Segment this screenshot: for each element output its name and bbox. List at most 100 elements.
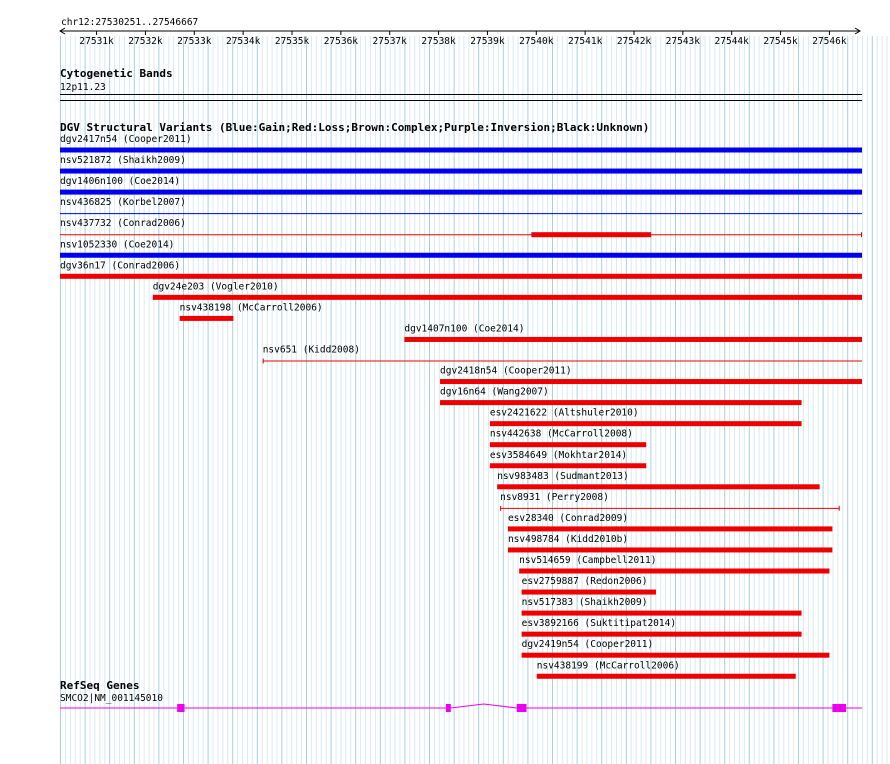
variant-label: nsv498784 (Kidd2010b) xyxy=(508,534,628,545)
refseq-gene-label: SMCO2|NM_001145010 xyxy=(60,693,163,704)
dgv-variant[interactable]: nsv1052330 (Coe2014) xyxy=(60,239,862,258)
gene-exon xyxy=(177,704,185,712)
variant-label: dgv16n64 (Wang2007) xyxy=(440,387,549,398)
dgv-track-title: DGV Structural Variants (Blue:Gain;Red:L… xyxy=(60,121,649,134)
ruler-tick-label: 27536k xyxy=(324,36,359,47)
gene-exon xyxy=(445,704,451,712)
variant-label: nsv514659 (Campbell2011) xyxy=(519,555,656,566)
variant-bar xyxy=(440,379,862,385)
ruler-tick-label: 27544k xyxy=(715,36,750,47)
dgv-variant[interactable]: nsv651 (Kidd2008) xyxy=(262,345,862,364)
ruler-tick-label: 27532k xyxy=(128,36,163,47)
dgv-variant[interactable]: esv3892166 (Suktitipat2014) xyxy=(521,618,802,637)
variant-bar xyxy=(519,568,830,574)
dgv-variant[interactable]: nsv8931 (Perry2008) xyxy=(500,492,840,511)
variant-inner-bar xyxy=(531,232,652,238)
dgv-variant[interactable]: dgv2418n54 (Cooper2011) xyxy=(440,366,862,385)
variant-label: esv2421622 (Altshuler2010) xyxy=(490,408,639,419)
variant-label: nsv1052330 (Coe2014) xyxy=(60,239,174,250)
gene-exon xyxy=(832,704,847,712)
variant-bar xyxy=(179,315,234,321)
variant-label: esv3892166 (Suktitipat2014) xyxy=(522,618,676,629)
ruler-tick-label: 27539k xyxy=(470,36,505,47)
dgv-variant[interactable]: nsv521872 (Shaikh2009) xyxy=(60,155,862,174)
dgv-variant[interactable]: esv3584649 (Mokhtar2014) xyxy=(489,450,647,469)
variant-bar xyxy=(497,484,820,490)
variant-bar xyxy=(536,673,796,679)
refseq-track: RefSeq Genes SMCO2|NM_001145010 xyxy=(60,679,862,712)
variant-label: dgv36n17 (Conrad2006) xyxy=(60,260,180,271)
dgv-variant[interactable]: dgv2417n54 (Cooper2011) xyxy=(60,134,862,153)
variant-bar xyxy=(60,168,862,174)
variant-label: dgv1406n100 (Coe2014) xyxy=(60,176,180,187)
dgv-variant[interactable]: nsv442638 (McCarroll2008) xyxy=(489,429,647,448)
gene-model-smco2[interactable] xyxy=(60,703,862,712)
dgv-variant[interactable]: nsv983483 (Sudmant2013) xyxy=(497,471,820,490)
ruler-tick-label: 27546k xyxy=(812,36,847,47)
variant-bar xyxy=(489,442,647,448)
variant-label: nsv436825 (Korbel2007) xyxy=(60,197,186,208)
variant-bar xyxy=(507,526,833,532)
ruler-left-arrow xyxy=(59,27,66,35)
ruler-tick-label: 27542k xyxy=(617,36,652,47)
variant-label: dgv2419n54 (Cooper2011) xyxy=(522,639,654,650)
variant-bar xyxy=(60,189,862,195)
dgv-variant[interactable]: dgv16n64 (Wang2007) xyxy=(440,387,802,406)
dgv-variant[interactable]: nsv514659 (Campbell2011) xyxy=(519,555,830,574)
dgv-variant[interactable]: dgv1407n100 (Coe2014) xyxy=(404,323,862,342)
dgv-feature-list: dgv2417n54 (Cooper2011) nsv521872 (Shaikh… xyxy=(60,134,863,679)
ruler-tick-label: 27531k xyxy=(79,36,114,47)
variant-label: nsv8931 (Perry2008) xyxy=(500,492,609,503)
dgv-variant[interactable]: esv2759887 (Redon2006) xyxy=(521,576,656,595)
dgv-variant[interactable]: dgv24e203 (Vogler2010) xyxy=(152,281,863,300)
ruler-tick-label: 27545k xyxy=(763,36,798,47)
dgv-variant[interactable]: nsv517383 (Shaikh2009) xyxy=(521,597,802,616)
variant-bar xyxy=(440,400,802,406)
variant-bar xyxy=(152,294,863,300)
variant-label: nsv442638 (McCarroll2008) xyxy=(490,429,633,440)
dgv-variant[interactable]: nsv438198 (McCarroll2006) xyxy=(179,302,323,321)
dgv-variant[interactable]: esv2421622 (Altshuler2010) xyxy=(489,408,802,427)
dgv-variant[interactable]: nsv438199 (McCarroll2006) xyxy=(536,660,796,679)
dgv-variant[interactable]: nsv498784 (Kidd2010b) xyxy=(507,534,833,553)
ruler-ticks: 27531k 27532k 27533k 27534k 27535k 27536k 2753… xyxy=(79,31,847,47)
cytoband-track: Cytogenetic Bands 12p11.23 xyxy=(60,67,862,101)
refseq-title: RefSeq Genes xyxy=(60,679,139,692)
variant-label: nsv983483 (Sudmant2013) xyxy=(497,471,629,482)
variant-bar xyxy=(60,252,862,258)
dgv-variant[interactable]: esv28340 (Conrad2009) xyxy=(507,513,833,532)
region-label: chr12:27530251..27546667 xyxy=(61,17,198,28)
variant-label: nsv438199 (McCarroll2006) xyxy=(537,660,680,671)
gene-intron xyxy=(450,703,517,709)
variant-bar xyxy=(521,631,802,637)
ruler-tick-label: 27543k xyxy=(666,36,701,47)
dgv-variant[interactable]: dgv2419n54 (Cooper2011) xyxy=(521,639,830,658)
variant-bar xyxy=(60,273,862,279)
dgv-variant[interactable]: dgv36n17 (Conrad2006) xyxy=(60,260,862,279)
variant-bar xyxy=(60,147,862,153)
ruler-tick-label: 27540k xyxy=(519,36,554,47)
ruler-tick-label: 27535k xyxy=(275,36,310,47)
gene-exon xyxy=(516,704,527,712)
ruler-track: chr12:27530251..27546667 27531k 27532k 275… xyxy=(59,17,861,47)
dgv-variant[interactable]: nsv437732 (Conrad2006) xyxy=(60,218,862,238)
ruler-tick-label: 27533k xyxy=(177,36,212,47)
variant-label: nsv437732 (Conrad2006) xyxy=(60,218,186,229)
variant-bar xyxy=(404,336,862,342)
variant-bar xyxy=(521,589,656,595)
ruler-axis: 27531k 27532k 27533k 27534k 27535k 27536k 2753… xyxy=(59,27,861,47)
variant-label: nsv517383 (Shaikh2009) xyxy=(522,597,648,608)
variant-label: nsv521872 (Shaikh2009) xyxy=(60,155,186,166)
variant-bar xyxy=(489,421,802,427)
dgv-variant[interactable]: nsv436825 (Korbel2007) xyxy=(60,197,862,215)
variant-label: esv3584649 (Mokhtar2014) xyxy=(490,450,627,461)
cytoband-label: 12p11.23 xyxy=(60,82,106,93)
variant-label: dgv2417n54 (Cooper2011) xyxy=(60,134,192,145)
variant-bar xyxy=(507,547,833,553)
variant-label: nsv438198 (McCarroll2006) xyxy=(180,302,323,313)
dgv-variant[interactable]: dgv1406n100 (Coe2014) xyxy=(60,176,862,195)
ruler-tick-label: 27541k xyxy=(568,36,603,47)
ruler-right-arrow xyxy=(854,27,861,35)
background-grid xyxy=(60,36,888,764)
